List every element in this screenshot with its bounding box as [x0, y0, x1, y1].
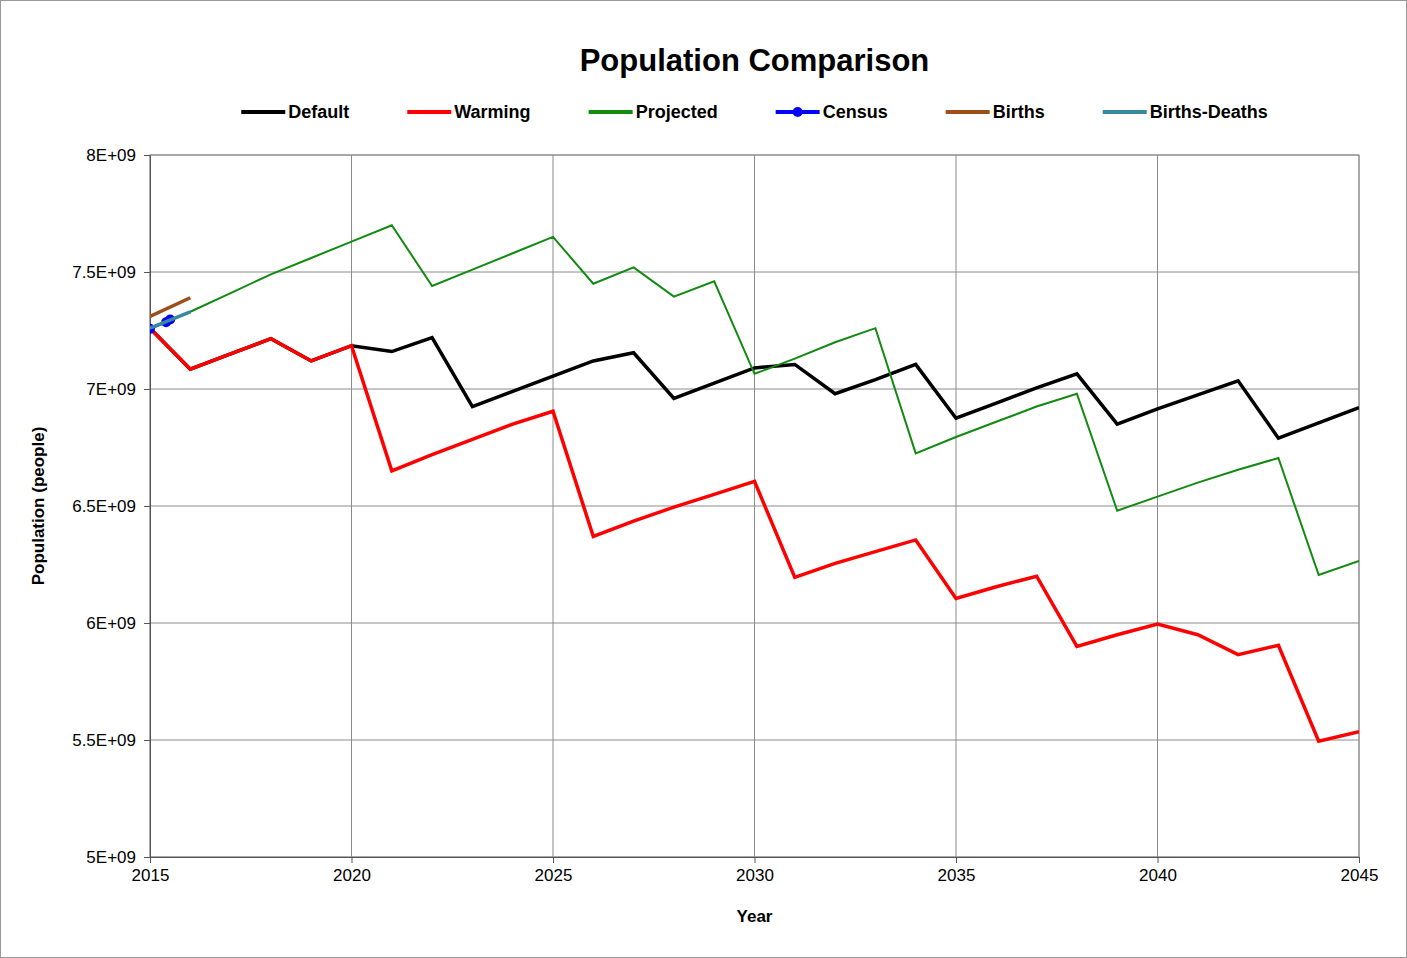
- y-tick-mark: [144, 389, 150, 390]
- chart-svg: 2015 2020 2025 2030 2035 2040 2045 5E+09 5.5E+09…: [0, 0, 1407, 958]
- x-tick-mark: [352, 857, 353, 863]
- y-tick-mark: [144, 155, 150, 156]
- legend-item: Default: [241, 102, 349, 122]
- grid-line-y: [150, 623, 1359, 624]
- y-tick-mark: [144, 857, 150, 858]
- y-tick-mark: [144, 506, 150, 507]
- y-tick-label: 5E+09: [86, 848, 136, 867]
- x-axis-title: Year: [737, 907, 773, 926]
- legend-swatch: [946, 110, 990, 114]
- legend-item: Census: [776, 102, 888, 122]
- y-tick-label: 6.5E+09: [72, 497, 136, 516]
- x-tick-label: 2025: [535, 866, 573, 885]
- y-tick: 8E+09: [86, 146, 150, 165]
- y-tick: 5.5E+09: [72, 731, 150, 750]
- grid-line-y: [150, 389, 1359, 390]
- x-tick-label: 2015: [132, 866, 170, 885]
- y-tick-label: 7.5E+09: [72, 263, 136, 282]
- legend-item: Warming: [407, 102, 530, 122]
- y-tick-label: 8E+09: [86, 146, 136, 165]
- chart-container: 2015 2020 2025 2030 2035 2040 2045 5E+09 5.5E+09…: [0, 0, 1407, 958]
- legend-swatch: [1103, 110, 1147, 114]
- legend-label: Census: [823, 102, 888, 122]
- x-tick: 2020: [333, 857, 371, 885]
- y-tick-label: 7E+09: [86, 380, 136, 399]
- y-axis-title: Population (people): [29, 427, 48, 586]
- legend-label: Projected: [636, 102, 718, 122]
- x-tick-label: 2040: [1139, 866, 1177, 885]
- series-line: [150, 328, 1359, 741]
- legend-item: Projected: [589, 102, 718, 122]
- x-tick: 2035: [938, 857, 976, 885]
- plot-area: [150, 225, 1359, 741]
- x-tick: 2030: [736, 857, 774, 885]
- x-tick-label: 2045: [1341, 866, 1379, 885]
- legend-label: Births: [993, 102, 1045, 122]
- series-line: [150, 328, 1359, 438]
- x-axis-line: [151, 858, 1360, 864]
- x-tick: 2045: [1341, 857, 1379, 885]
- legend: Default Warming Projected Census Births Birth…: [241, 102, 1267, 122]
- x-tick-mark: [553, 857, 554, 863]
- legend-swatch: [589, 110, 633, 114]
- x-tick-mark: [1359, 857, 1360, 863]
- y-tick: 5E+09: [86, 848, 150, 867]
- y-tick: 6.5E+09: [72, 497, 150, 516]
- chart-title: Population Comparison: [580, 43, 930, 78]
- y-tick-mark: [144, 272, 150, 273]
- y-axis-line: [144, 156, 151, 858]
- x-tick: 2015: [132, 857, 170, 885]
- y-axis: 5E+09 5.5E+09 6E+09 6.5E+09 7E+09 7.5E+09 8E+0…: [72, 146, 150, 867]
- legend-swatch: [241, 110, 285, 114]
- grid-line-y: [150, 506, 1359, 507]
- legend-label: Warming: [454, 102, 530, 122]
- legend-item: Births-Deaths: [1103, 102, 1268, 122]
- legend-item: Births: [946, 102, 1045, 122]
- x-tick-label: 2035: [938, 866, 976, 885]
- grid-line-y: [150, 740, 1359, 741]
- x-tick-mark: [1158, 857, 1159, 863]
- y-tick: 7E+09: [86, 380, 150, 399]
- chart-border: [1, 1, 1407, 958]
- series-line: [150, 312, 190, 328]
- x-tick-label: 2020: [333, 866, 371, 885]
- x-tick: 2025: [535, 857, 573, 885]
- y-tick: 7.5E+09: [72, 263, 150, 282]
- grid-line-y: [150, 272, 1359, 273]
- y-tick-label: 6E+09: [86, 614, 136, 633]
- legend-label: Default: [288, 102, 349, 122]
- legend-label: Births-Deaths: [1150, 102, 1268, 122]
- y-tick: 6E+09: [86, 614, 150, 633]
- legend-marker: [793, 107, 803, 117]
- plot-frame: [150, 155, 1359, 857]
- x-tick-mark: [755, 857, 756, 863]
- grid: [150, 155, 1359, 857]
- legend-swatch: [407, 110, 451, 114]
- x-tick-label: 2030: [736, 866, 774, 885]
- y-tick-mark: [144, 623, 150, 624]
- x-tick-mark: [956, 857, 957, 863]
- y-tick-label: 5.5E+09: [72, 731, 136, 750]
- x-tick: 2040: [1139, 857, 1177, 885]
- series-line: [150, 225, 1359, 575]
- y-tick-mark: [144, 740, 150, 741]
- x-axis: 2015 2020 2025 2030 2035 2040 2045: [132, 857, 1379, 885]
